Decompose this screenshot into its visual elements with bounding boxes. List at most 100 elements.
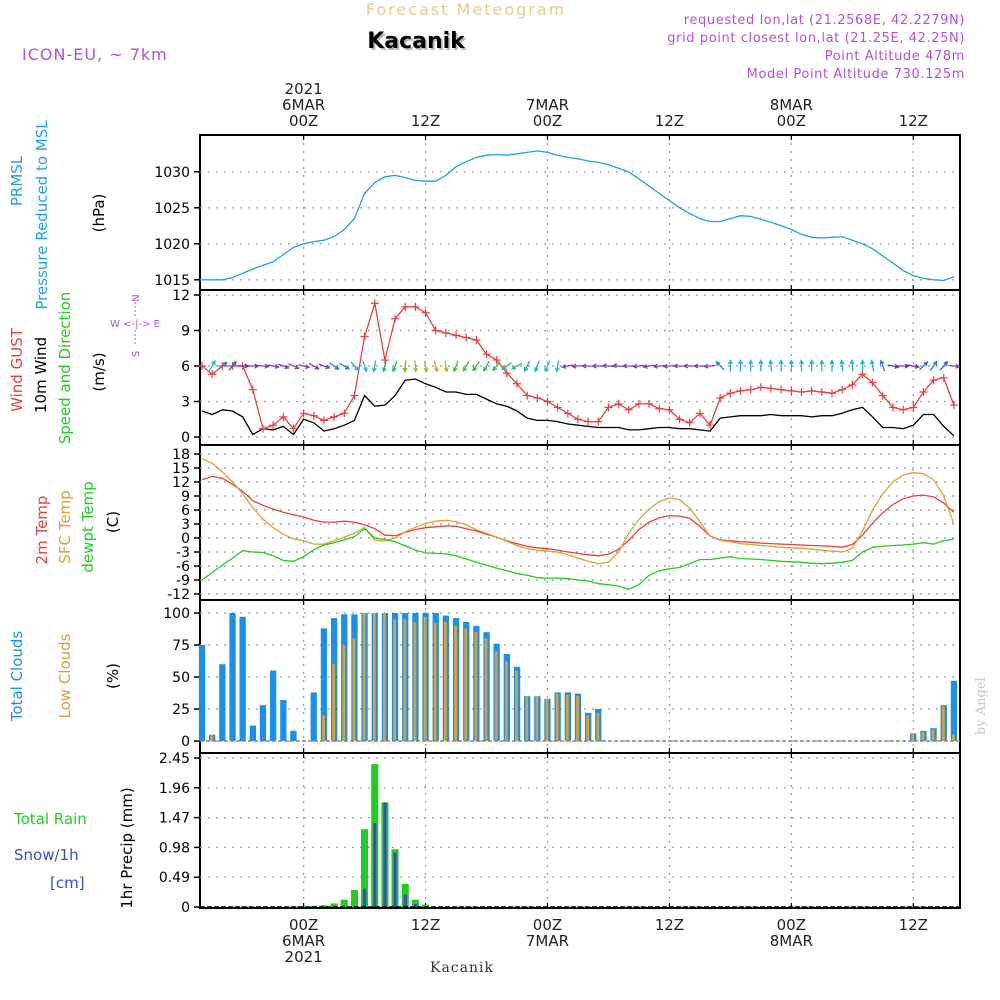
bottom-time-label: 7MAR	[526, 932, 569, 950]
precip-ytick-label: 0.49	[159, 870, 190, 886]
gust-marker	[452, 331, 461, 340]
gust-marker	[756, 383, 765, 392]
gust-marker	[330, 412, 339, 421]
wind-direction-arrow	[534, 360, 540, 373]
t2m-label: 2m Temp	[33, 496, 51, 565]
total-cloud-bar	[290, 730, 297, 741]
wind-direction-arrow	[758, 359, 764, 372]
wind-direction-arrow	[318, 363, 331, 370]
wind-direction-arrow	[362, 360, 368, 373]
snow-bar	[413, 904, 417, 907]
watermark: by Angel	[974, 677, 989, 735]
pressure-label-name: PRMSL	[8, 155, 26, 206]
temp-ytick-label: -3	[176, 545, 190, 561]
gust-marker	[604, 403, 613, 412]
total-cloud-bar	[259, 705, 267, 741]
sfc-label: SFC Temp	[56, 490, 74, 563]
wind-direction-arrow	[849, 359, 855, 372]
wind-direction-arrow	[413, 360, 419, 373]
low-cloud-bar	[494, 651, 498, 741]
wind-direction-arrow	[611, 363, 625, 369]
wind-direction-arrow	[443, 360, 449, 373]
temp-ytick-label: 12	[172, 475, 190, 491]
sfc-temp-line	[201, 458, 955, 565]
gust-marker	[513, 379, 522, 388]
pressure-ytick-label: 1015	[154, 273, 190, 289]
rain-bar	[320, 905, 328, 907]
gust-marker	[584, 417, 593, 426]
gust-marker	[848, 380, 857, 389]
temp-ytick-label: -6	[176, 559, 190, 575]
low-cloud-bar	[596, 712, 600, 741]
wind-direction-arrow	[423, 360, 429, 373]
wind-direction-arrow	[887, 363, 900, 369]
temp-unit: (C)	[104, 511, 122, 533]
low-cloud-bar	[545, 698, 549, 741]
precip-ytick-label: 0	[181, 900, 190, 916]
wind-direction-arrow	[662, 363, 675, 369]
bottom-time-label: 00Z	[777, 916, 806, 934]
low-cloud-bar	[362, 613, 366, 741]
gust-marker	[716, 393, 725, 402]
snow-unit: [cm]	[50, 874, 85, 892]
snow-label: Snow/1h	[14, 846, 79, 864]
wind-direction-arrow	[511, 362, 523, 370]
wind10-label: 10m Wind	[32, 337, 50, 413]
snow-bar	[393, 852, 397, 907]
cloud-ytick-label: 100	[163, 606, 190, 622]
gust-marker	[523, 391, 532, 400]
total-cloud-bar	[239, 616, 246, 741]
temp-ytick-label: -9	[176, 573, 190, 589]
wind-direction-arrow	[561, 363, 574, 369]
gust-marker	[269, 421, 278, 430]
wind-dir-label: Speed and Direction	[56, 292, 74, 445]
wind-ytick-label: 9	[181, 324, 190, 340]
bottom-time-label: 12Z	[899, 916, 928, 934]
total-cloud-label: Total Clouds	[8, 631, 26, 723]
gust-marker	[949, 401, 958, 410]
low-cloud-bar	[555, 693, 559, 741]
point-altitude: Point Altitude 478m	[825, 49, 965, 64]
low-cloud-label: Low Clouds	[56, 633, 74, 718]
gust-marker	[543, 397, 552, 406]
gust-marker	[645, 399, 654, 408]
low-cloud-bar	[941, 706, 945, 741]
wind-direction-arrow	[907, 363, 921, 369]
gust-marker	[391, 314, 400, 323]
low-cloud-bar	[433, 623, 437, 741]
gust-marker	[198, 362, 207, 370]
dewpoint-line	[201, 527, 955, 590]
low-cloud-bar	[413, 622, 417, 741]
low-cloud-bar	[586, 715, 589, 741]
low-cloud-bar	[210, 734, 214, 741]
total-cloud-bar	[229, 613, 236, 741]
gust-marker	[655, 404, 664, 413]
temp-ytick-label: 3	[181, 517, 190, 533]
wind-direction-arrow	[897, 363, 910, 369]
gust-marker	[899, 405, 908, 414]
cloud-ytick-label: 50	[172, 670, 190, 686]
top-time-label: 00Z	[289, 112, 318, 130]
pressure-ytick-label: 1030	[154, 165, 190, 181]
gust-marker	[533, 393, 542, 402]
gust-marker	[858, 370, 867, 379]
gust-marker	[289, 424, 298, 433]
gust-marker	[746, 385, 755, 394]
low-cloud-bar	[931, 729, 935, 741]
top-time-label: 2021	[285, 80, 323, 98]
gust-marker	[401, 302, 410, 311]
temp-ytick-label: -12	[167, 587, 190, 603]
label-layer: 1015102010251030036912-12-9-6-3036912151…	[8, 80, 928, 966]
wind-direction-arrow	[809, 359, 815, 372]
rain-bar	[411, 899, 419, 907]
wind-direction-arrow	[768, 359, 774, 372]
wind-direction-arrow	[788, 359, 794, 372]
low-cloud-bar	[372, 613, 376, 741]
gust-marker	[573, 415, 582, 424]
precip-axis-label: 1hr Precip (mm)	[118, 787, 136, 908]
pressure-label-desc: Pressure Reduced to MSL	[33, 120, 51, 310]
wind-ytick-label: 3	[181, 395, 190, 411]
wind-direction-arrow	[571, 363, 584, 369]
temp-ytick-label: 15	[172, 461, 190, 477]
